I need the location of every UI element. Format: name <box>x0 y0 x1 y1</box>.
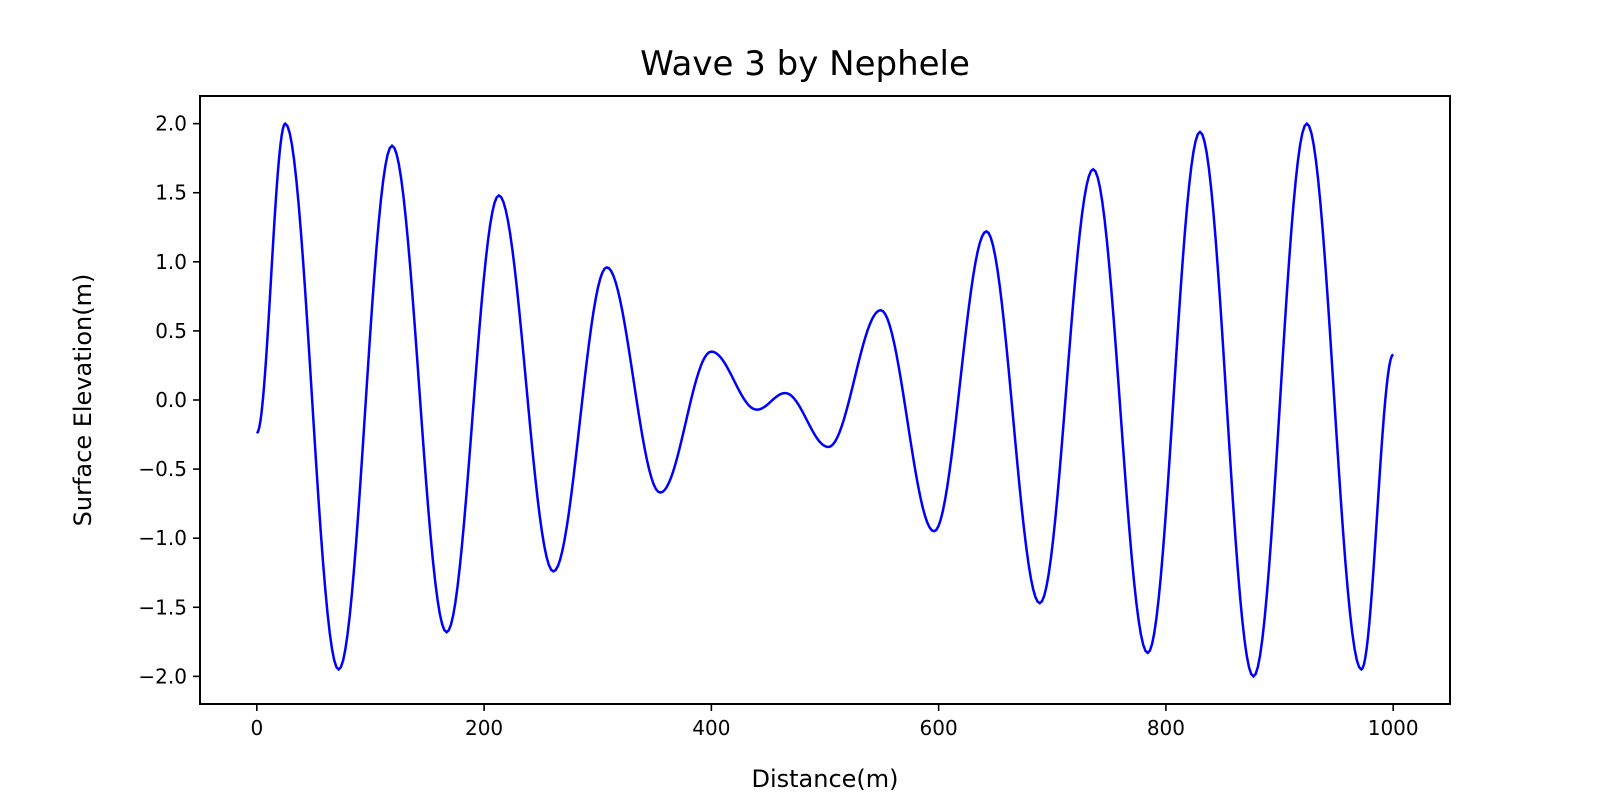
y-tick-label: 2.0 <box>155 112 187 136</box>
wave-series-line <box>255 121 1395 679</box>
y-tick-label: −1.5 <box>138 595 187 619</box>
x-tick-label: 1000 <box>1368 716 1419 740</box>
x-tick-label: 600 <box>920 716 958 740</box>
y-tick-label: −1.0 <box>138 526 187 550</box>
y-axis-ticks: −2.0 −1.5 −1.0 −0.5 0.0 0.5 1.0 1.5 2.0 <box>138 112 200 688</box>
y-tick-label: −0.5 <box>138 457 187 481</box>
x-axis-label: Distance(m) <box>751 765 898 793</box>
x-tick-label: 400 <box>692 716 730 740</box>
y-tick-label: −2.0 <box>138 664 187 688</box>
x-tick-label: 0 <box>250 716 263 740</box>
chart-title: Wave 3 by Nephele <box>640 44 970 84</box>
x-tick-label: 800 <box>1147 716 1185 740</box>
x-axis-ticks: 0 200 400 600 800 1000 <box>250 704 1419 740</box>
y-axis-label: Surface Elevation(m) <box>69 274 97 527</box>
y-tick-label: 1.5 <box>155 181 187 205</box>
y-tick-label: 0.0 <box>155 388 187 412</box>
y-tick-label: 0.5 <box>155 319 187 343</box>
plot-area-frame <box>199 95 1451 705</box>
x-tick-label: 200 <box>465 716 503 740</box>
y-tick-label: 1.0 <box>155 250 187 274</box>
